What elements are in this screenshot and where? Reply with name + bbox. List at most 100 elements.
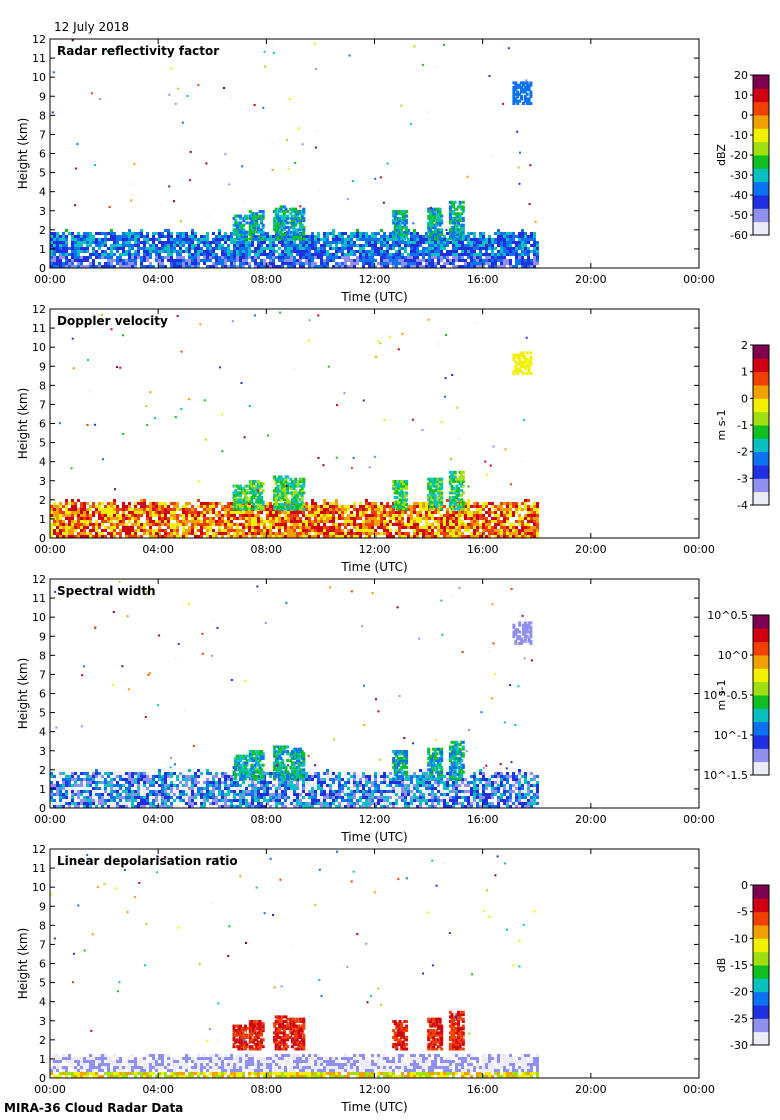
heatmap-cell xyxy=(512,532,515,535)
heatmap-cell xyxy=(527,505,530,508)
heatmap-cell xyxy=(536,535,539,538)
heatmap-cell xyxy=(59,532,62,535)
y-tick-label: 8 xyxy=(39,109,46,122)
heatmap-cell xyxy=(365,250,368,253)
heatmap-cell xyxy=(452,256,455,259)
heatmap-cell xyxy=(261,214,265,218)
heatmap-cell xyxy=(448,216,452,220)
heatmap-cell xyxy=(419,517,422,520)
heatmap-cell xyxy=(252,226,255,229)
heatmap-cell xyxy=(482,262,485,265)
heatmap-cell xyxy=(503,241,506,244)
heatmap-cell xyxy=(251,532,254,535)
heatmap-cell xyxy=(380,508,383,511)
heatmap-cell xyxy=(455,517,458,520)
heatmap-cell xyxy=(476,259,479,262)
heatmap-cell xyxy=(224,511,227,514)
heatmap-cell xyxy=(512,353,516,357)
heatmap-cell xyxy=(422,535,425,538)
heatmap-cell xyxy=(284,493,288,497)
heatmap-cell xyxy=(365,235,368,238)
heatmap-cell xyxy=(457,505,460,509)
heatmap-cell xyxy=(419,244,422,247)
heatmap-cell xyxy=(413,511,416,514)
heatmap-cell xyxy=(122,502,125,505)
heatmap-cell xyxy=(281,477,285,481)
heatmap-cell xyxy=(278,216,281,220)
heatmap-cell xyxy=(356,250,359,253)
heatmap-cell xyxy=(440,247,443,250)
heatmap-cell xyxy=(95,250,98,253)
heatmap-cell xyxy=(182,265,185,268)
heatmap-cell xyxy=(353,523,356,526)
heatmap-cell xyxy=(317,529,320,532)
heatmap-cell xyxy=(341,511,344,514)
heatmap-cell xyxy=(413,520,416,523)
heatmap-cell xyxy=(276,480,280,483)
heatmap-cell xyxy=(398,514,401,517)
heatmap-cell xyxy=(293,259,296,262)
heatmap-cell xyxy=(452,500,456,504)
heatmap-cell xyxy=(453,230,457,234)
heatmap-cell xyxy=(368,532,371,535)
heatmap-cell xyxy=(158,508,161,511)
heatmap-cell xyxy=(453,498,457,502)
heatmap-cell xyxy=(446,244,449,247)
heatmap-cell xyxy=(377,238,380,241)
heatmap-cell xyxy=(119,265,122,268)
heatmap-cell xyxy=(212,508,215,511)
x-axis-label: Time (UTC) xyxy=(340,290,407,304)
heatmap-cell xyxy=(438,216,442,220)
heatmap-cell xyxy=(218,235,221,238)
heatmap-cell xyxy=(401,241,404,244)
heatmap-cell xyxy=(512,369,516,373)
heatmap-cell xyxy=(488,511,491,514)
heatmap-cell xyxy=(56,505,59,508)
heatmap-cell xyxy=(452,470,456,474)
heatmap-cell xyxy=(134,235,137,238)
heatmap-cell xyxy=(524,259,527,262)
heatmap-cell xyxy=(308,265,311,268)
colorbar-segment xyxy=(753,345,769,359)
heatmap-cell xyxy=(272,532,275,535)
heatmap-cell xyxy=(427,207,431,211)
heatmap-cell xyxy=(453,502,457,506)
heatmap-cell xyxy=(234,505,238,509)
heatmap-cell xyxy=(461,502,465,506)
heatmap-cell xyxy=(464,523,467,526)
heatmap-cell xyxy=(438,507,442,511)
heatmap-cell xyxy=(377,340,380,342)
heatmap-cell xyxy=(437,221,440,225)
heatmap-cell xyxy=(533,535,536,538)
heatmap-cell xyxy=(329,517,332,520)
heatmap-cell xyxy=(347,244,350,247)
heatmap-cell xyxy=(50,265,53,268)
heatmap-cell xyxy=(383,529,386,532)
heatmap-cell xyxy=(311,499,314,502)
heatmap-cell xyxy=(453,496,457,499)
heatmap-cell xyxy=(65,796,68,799)
heatmap-cell xyxy=(300,486,304,490)
heatmap-cell xyxy=(146,532,149,535)
heatmap-cell xyxy=(404,532,407,535)
heatmap-cell xyxy=(326,511,329,514)
heatmap-cell xyxy=(519,151,521,154)
heatmap-cell xyxy=(314,502,317,505)
heatmap-cell xyxy=(443,247,446,250)
heatmap-cell xyxy=(448,505,452,509)
heatmap-cell xyxy=(392,256,395,259)
heatmap-cell xyxy=(464,238,467,241)
heatmap-cell xyxy=(65,532,68,535)
heatmap-cell xyxy=(203,256,206,259)
heatmap-cell xyxy=(338,247,341,250)
heatmap-cell xyxy=(281,223,285,227)
heatmap-cell xyxy=(405,507,409,511)
heatmap-cell xyxy=(518,244,521,247)
y-tick-label: 7 xyxy=(39,128,46,141)
heatmap-cell xyxy=(419,250,422,253)
heatmap-cell xyxy=(281,232,285,236)
heatmap-cell xyxy=(524,517,527,520)
heatmap-cell xyxy=(458,259,461,262)
heatmap-cell xyxy=(77,499,80,502)
heatmap-cell xyxy=(416,532,419,535)
